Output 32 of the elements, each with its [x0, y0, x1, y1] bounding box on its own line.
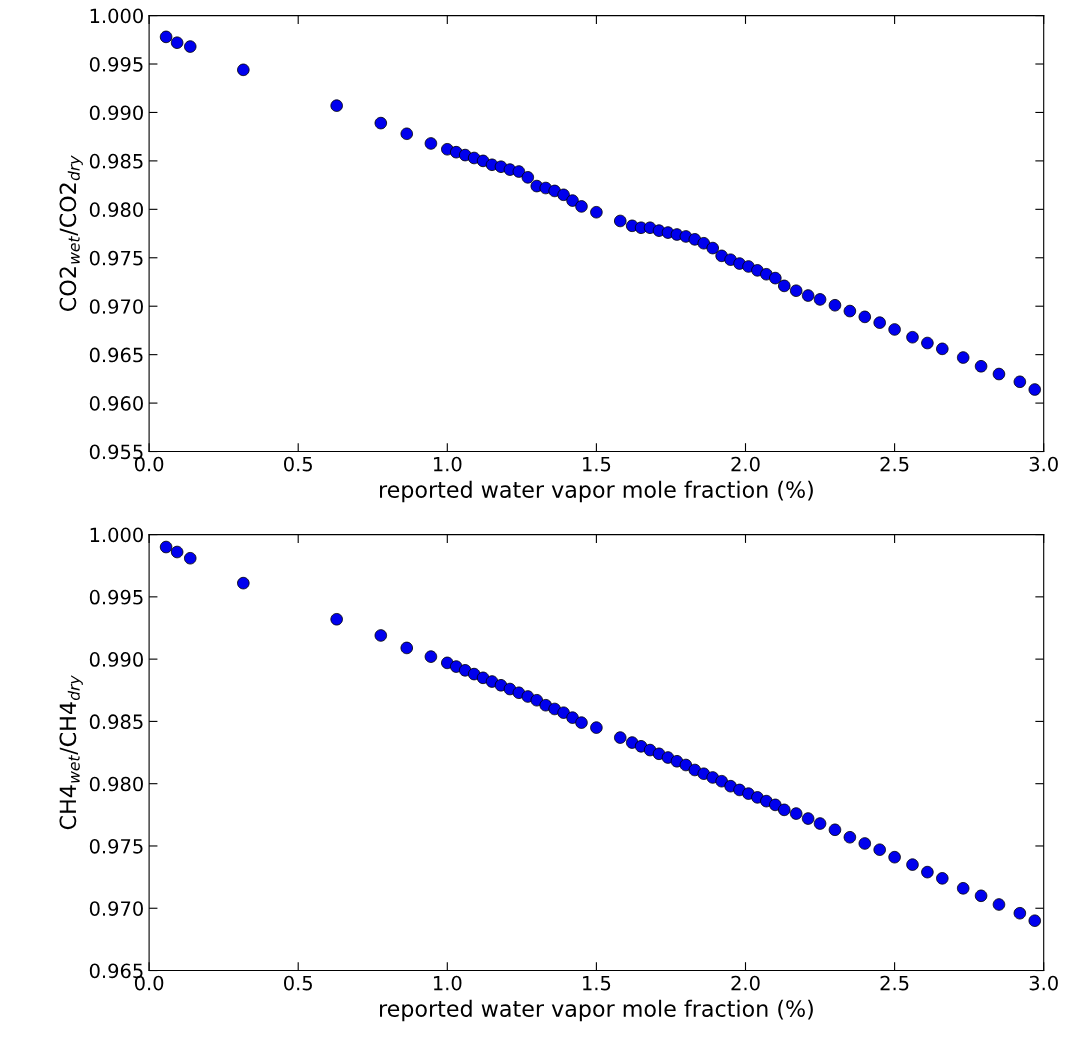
y-axis-title: CO2$_{wet}$/CO2$_{dry}$ — [59, 155, 83, 311]
x-axis-title: reported water vapor mole fraction (%) — [380, 999, 813, 1022]
x-tick-label: 0.5 — [284, 456, 312, 472]
x-tick-label: 3.0 — [1029, 456, 1058, 472]
x-tick-label: 2.0 — [731, 456, 760, 472]
y-tick-label: 0.960 — [89, 396, 143, 411]
y-tick-label: 0.975 — [89, 838, 143, 854]
x-tick-label: 2.5 — [880, 456, 909, 472]
y-tick-label: 0.970 — [89, 901, 143, 916]
y-tick-label: 1.000 — [90, 527, 143, 543]
y-tick-label: 0.965 — [89, 347, 143, 363]
y-tick-label: 1.000 — [90, 8, 143, 24]
x-tick-label: 0.5 — [284, 975, 312, 991]
y-tick-label: 0.970 — [89, 299, 143, 314]
y-tick-label: 0.980 — [89, 776, 143, 792]
x-tick-label: 2.0 — [731, 975, 760, 991]
y-tick-label: 0.990 — [89, 105, 143, 121]
y-tick-label: 0.995 — [89, 56, 143, 72]
y-tick-label: 0.975 — [89, 250, 143, 266]
y-tick-label: 0.980 — [89, 202, 143, 217]
x-tick-label: 2.5 — [880, 975, 909, 991]
x-tick-label: 1.5 — [583, 456, 611, 472]
x-tick-label: 1.5 — [583, 975, 611, 991]
y-tick-label: 0.985 — [89, 153, 143, 169]
y-tick-label: 0.995 — [89, 589, 143, 605]
y-tick-label: 0.985 — [89, 714, 143, 730]
y-axis-title: CH4$_{wet}$/CH4$_{dry}$ — [59, 675, 83, 830]
y-tick-label: 0.990 — [89, 652, 143, 667]
x-tick-label: 1.0 — [433, 975, 462, 991]
x-tick-label: 1.0 — [433, 456, 462, 472]
x-tick-label: 3.0 — [1029, 975, 1058, 991]
x-axis-title: reported water vapor mole fraction (%) — [380, 480, 813, 503]
